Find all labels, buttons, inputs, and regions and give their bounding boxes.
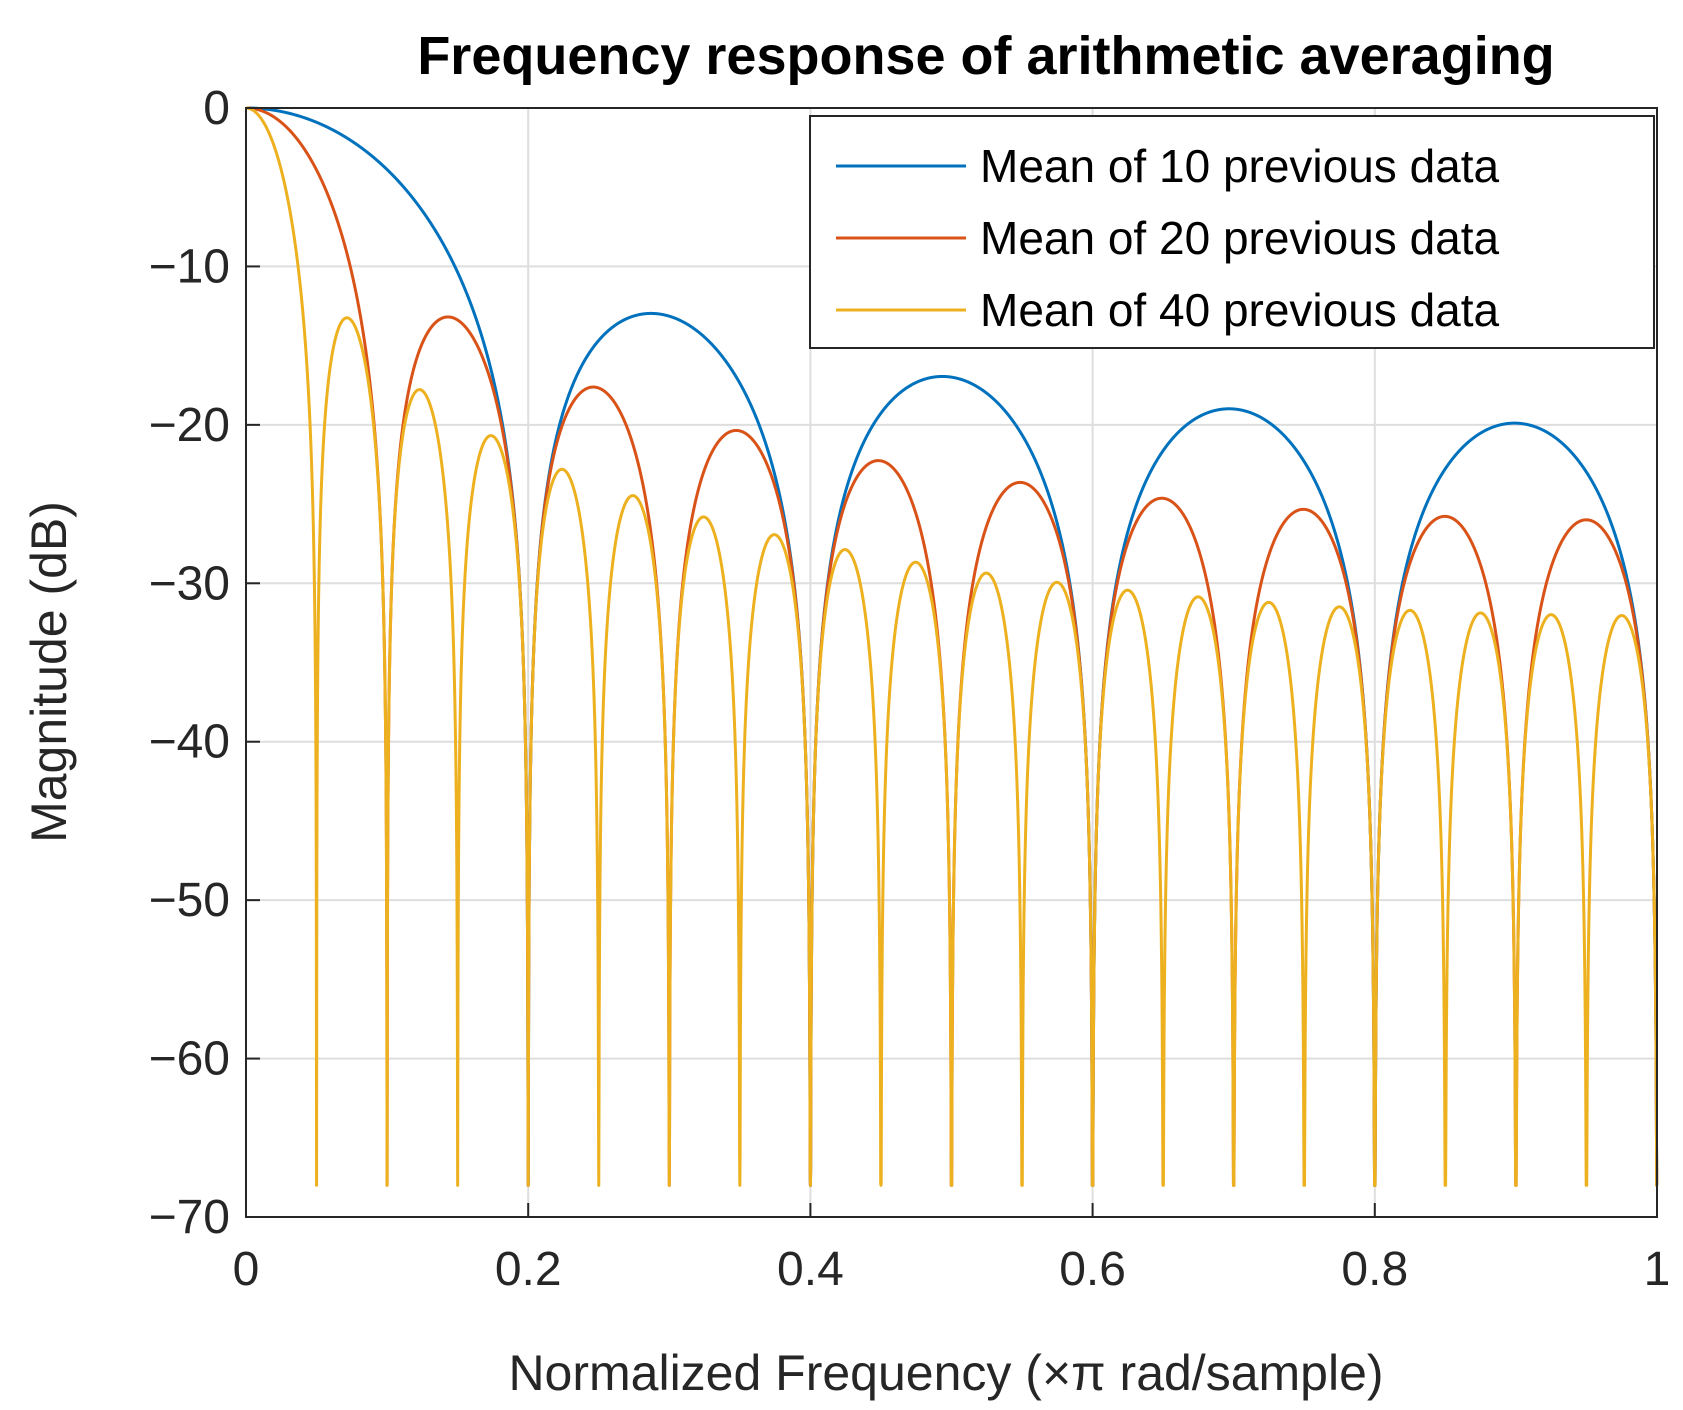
y-tick-label: −10 <box>149 240 230 293</box>
y-tick-label: −60 <box>149 1033 230 1086</box>
x-tick-label: 1 <box>1644 1243 1671 1296</box>
series-line-mean-40 <box>244 106 1659 1187</box>
series-line-mean-10 <box>244 106 1659 1187</box>
legend-entry-label: Mean of 10 previous data <box>980 140 1500 192</box>
x-tick-label: 0 <box>233 1243 260 1296</box>
chart-title: Frequency response of arithmetic averagi… <box>417 26 1554 86</box>
y-tick-label: −20 <box>149 399 230 452</box>
y-tick-label: 0 <box>203 82 230 135</box>
y-tick-labels: 0 −10 −20 −30 −40 −50 −60 −70 <box>149 82 260 1244</box>
legend-entry-label: Mean of 20 previous data <box>980 212 1500 264</box>
legend-entry-label: Mean of 40 previous data <box>980 284 1500 336</box>
legend: Mean of 10 previous data Mean of 20 previ… <box>809 115 1655 349</box>
y-axis-label: Magnitude (dB) <box>21 501 77 843</box>
axes-box <box>245 107 1658 1218</box>
x-axis-label: Normalized Frequency (×π rad/sample) <box>508 1345 1383 1401</box>
x-tick-label: 0.8 <box>1341 1243 1408 1296</box>
x-tick-labels: 0 0.2 0.4 0.6 0.8 1 <box>233 1203 1671 1296</box>
y-tick-label: −50 <box>149 874 230 927</box>
series-lines <box>244 106 1659 1187</box>
y-tick-label: −40 <box>149 716 230 769</box>
x-tick-label: 0.2 <box>495 1243 562 1296</box>
x-tick-label: 0.6 <box>1059 1243 1126 1296</box>
y-tick-label: −30 <box>149 557 230 610</box>
x-tick-label: 0.4 <box>777 1243 844 1296</box>
y-tick-label: −70 <box>149 1191 230 1244</box>
